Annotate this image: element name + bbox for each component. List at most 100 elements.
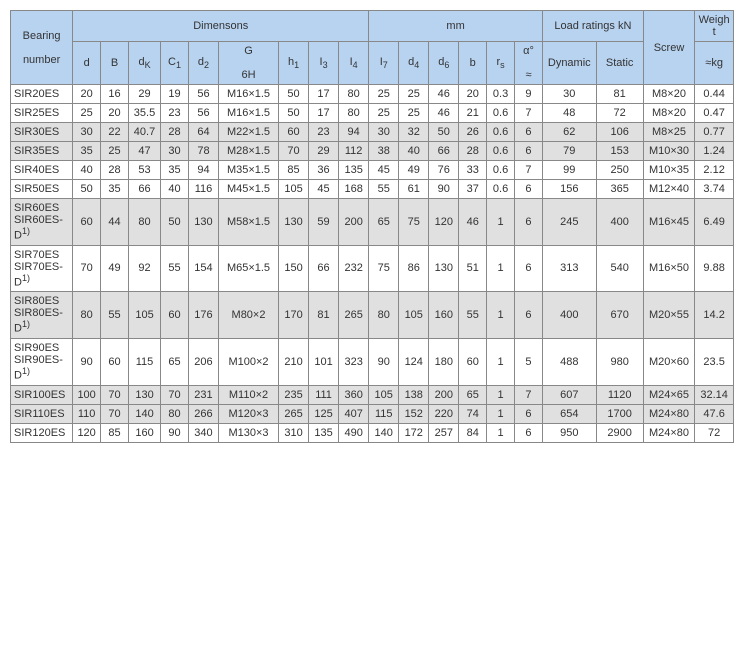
cell-b_: 33 (459, 161, 487, 180)
cell-d4: 61 (399, 180, 429, 199)
cell-wt: 1.24 (695, 142, 734, 161)
cell-stat: 106 (596, 123, 643, 142)
cell-h1: 85 (279, 161, 309, 180)
table-row: SIR50ES50356640116M45×1.5105451685561903… (11, 180, 734, 199)
cell-d4: 32 (399, 123, 429, 142)
cell-rs: 1 (487, 423, 515, 442)
cell-d2: 78 (188, 142, 218, 161)
cell-d: 20 (73, 85, 101, 104)
cell-G: M35×1.5 (218, 161, 278, 180)
cell-alpha: 6 (515, 142, 543, 161)
cell-I4: 323 (339, 338, 369, 385)
cell-h1: 235 (279, 385, 309, 404)
cell-dK: 92 (128, 245, 160, 292)
cell-d6: 46 (429, 85, 459, 104)
cell-screw: M10×30 (643, 142, 694, 161)
cell-C1: 70 (161, 385, 189, 404)
cell-B: 28 (101, 161, 129, 180)
cell-d6: 180 (429, 338, 459, 385)
bearing-number: SIR80ESSIR80ES-D1) (11, 292, 73, 339)
cell-C1: 90 (161, 423, 189, 442)
cell-b_: 28 (459, 142, 487, 161)
cell-G: M58×1.5 (218, 199, 278, 246)
cell-rs: 1 (487, 338, 515, 385)
cell-alpha: 7 (515, 385, 543, 404)
cell-wt: 3.74 (695, 180, 734, 199)
cell-B: 55 (101, 292, 129, 339)
cell-b_: 55 (459, 292, 487, 339)
header-weight: Weight (695, 11, 734, 42)
cell-rs: 1 (487, 292, 515, 339)
cell-C1: 55 (161, 245, 189, 292)
cell-d4: 138 (399, 385, 429, 404)
bearing-number: SIR30ES (11, 123, 73, 142)
cell-dyn: 950 (542, 423, 596, 442)
cell-screw: M20×55 (643, 292, 694, 339)
bearing-number: SIR50ES (11, 180, 73, 199)
cell-I3: 59 (309, 199, 339, 246)
cell-d2: 266 (188, 404, 218, 423)
cell-I7: 25 (369, 104, 399, 123)
cell-d2: 130 (188, 199, 218, 246)
bearing-number: SIR120ES (11, 423, 73, 442)
cell-rs: 1 (487, 199, 515, 246)
cell-dK: 47 (128, 142, 160, 161)
table-row: SIR35ES3525473078M28×1.57029112384066280… (11, 142, 734, 161)
cell-G: M22×1.5 (218, 123, 278, 142)
cell-d2: 206 (188, 338, 218, 385)
cell-dK: 40.7 (128, 123, 160, 142)
cell-d4: 152 (399, 404, 429, 423)
cell-wt: 72 (695, 423, 734, 442)
cell-I4: 490 (339, 423, 369, 442)
cell-screw: M16×50 (643, 245, 694, 292)
cell-dyn: 654 (542, 404, 596, 423)
cell-I3: 23 (309, 123, 339, 142)
cell-h1: 210 (279, 338, 309, 385)
cell-I3: 36 (309, 161, 339, 180)
cell-G: M80×2 (218, 292, 278, 339)
cell-C1: 40 (161, 180, 189, 199)
cell-d6: 200 (429, 385, 459, 404)
cell-stat: 670 (596, 292, 643, 339)
cell-C1: 30 (161, 142, 189, 161)
cell-G: M28×1.5 (218, 142, 278, 161)
cell-I3: 66 (309, 245, 339, 292)
cell-d6: 76 (429, 161, 459, 180)
cell-d4: 25 (399, 104, 429, 123)
cell-wt: 47.6 (695, 404, 734, 423)
cell-wt: 0.44 (695, 85, 734, 104)
cell-b_: 37 (459, 180, 487, 199)
cell-I7: 38 (369, 142, 399, 161)
cell-rs: 0.6 (487, 142, 515, 161)
cell-h1: 130 (279, 199, 309, 246)
cell-screw: M8×20 (643, 85, 694, 104)
header-load-ratings: Load ratings kN (542, 11, 643, 42)
cell-dyn: 488 (542, 338, 596, 385)
cell-I7: 105 (369, 385, 399, 404)
cell-rs: 0.3 (487, 85, 515, 104)
cell-b_: 60 (459, 338, 487, 385)
cell-d4: 40 (399, 142, 429, 161)
cell-I3: 81 (309, 292, 339, 339)
cell-I4: 265 (339, 292, 369, 339)
h-d2: d2 (188, 42, 218, 85)
cell-stat: 153 (596, 142, 643, 161)
cell-C1: 28 (161, 123, 189, 142)
cell-alpha: 7 (515, 161, 543, 180)
cell-I4: 232 (339, 245, 369, 292)
cell-b_: 20 (459, 85, 487, 104)
cell-d: 30 (73, 123, 101, 142)
cell-h1: 60 (279, 123, 309, 142)
cell-C1: 23 (161, 104, 189, 123)
cell-alpha: 6 (515, 404, 543, 423)
cell-I4: 112 (339, 142, 369, 161)
bearing-number: SIR35ES (11, 142, 73, 161)
label: Bearing (23, 30, 61, 42)
cell-B: 60 (101, 338, 129, 385)
cell-I4: 80 (339, 85, 369, 104)
cell-dyn: 79 (542, 142, 596, 161)
cell-B: 35 (101, 180, 129, 199)
cell-b_: 65 (459, 385, 487, 404)
cell-h1: 265 (279, 404, 309, 423)
cell-C1: 80 (161, 404, 189, 423)
